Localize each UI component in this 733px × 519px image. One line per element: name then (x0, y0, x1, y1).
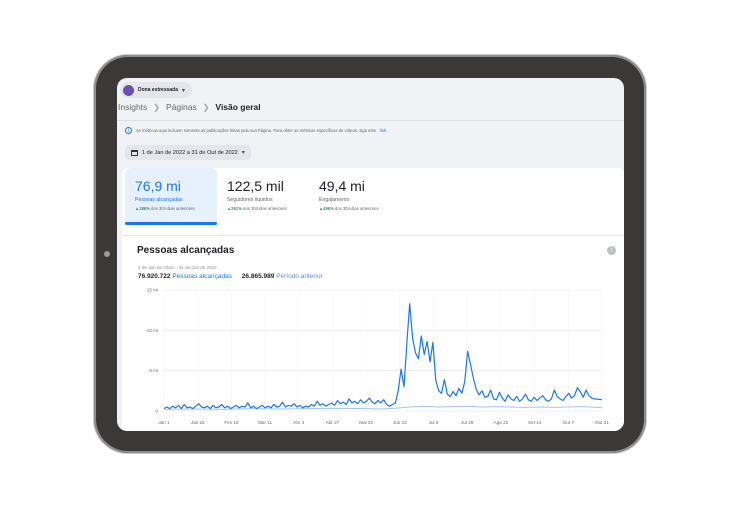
x-tick-label: Jun 13 (393, 420, 407, 425)
x-tick-label: Abr 4 (293, 420, 304, 425)
x-tick-label: Fev 16 (224, 420, 238, 425)
metric-change: ▲496% dos 304 dias anteriores (319, 206, 379, 211)
date-range-label: 1 de Jan de 2022 a 31 de Out de 2022 (142, 149, 238, 156)
avatar (123, 84, 134, 96)
x-tick-label: Out 31 (595, 420, 609, 425)
y-tick-label: 10 mi (147, 328, 158, 333)
metric-tabs: 76,9 mi Pessoas alcançadas ▲186% dos 304… (122, 168, 624, 226)
screen: Dona estressada ▾ Insights ❯ Páginas ❯ V… (117, 78, 624, 431)
tabs-divider (122, 235, 624, 236)
metric-value: 122,5 mil (227, 178, 284, 194)
notice: i As métricas aqui incluem somente as pu… (125, 127, 387, 134)
overview-card: 76,9 mi Pessoas alcançadas ▲186% dos 304… (122, 168, 624, 431)
info-icon[interactable]: i (607, 246, 616, 255)
x-tick-label: Mar 11 (258, 420, 272, 425)
metric-label: Pessoas alcançadas (135, 197, 183, 203)
header-divider (117, 120, 624, 121)
y-tick-label: 5 mi (149, 368, 158, 373)
section-date-range: 1 de Jan de 2022 – 31 de Out de 2022 (138, 265, 217, 270)
total-current: 76.920.722 (138, 273, 171, 280)
x-tick-label: Ago 22 (494, 420, 509, 425)
breadcrumb-visao-geral: Visão geral (215, 102, 261, 112)
x-tick-label: Set 14 (528, 420, 542, 425)
metric-label: Seguidores líquidos (227, 197, 273, 203)
active-tab-indicator (125, 222, 217, 225)
series-line-previous (163, 405, 603, 410)
series-line-current (163, 303, 603, 410)
x-tick-label: Abr 27 (326, 420, 340, 425)
account-switcher[interactable]: Dona estressada ▾ (120, 82, 193, 98)
chevron-down-icon: ▾ (241, 150, 245, 156)
legend-current[interactable]: Pessoas alcançadas (172, 273, 232, 280)
metric-change: ▲261% dos 304 dias anteriores (227, 206, 287, 211)
breadcrumb-insights[interactable]: Insights (118, 102, 148, 112)
total-previous: 26.865.989 (241, 273, 275, 280)
notice-text: As métricas aqui incluem somente as publ… (136, 128, 376, 133)
metric-change: ▲186% dos 304 dias anteriores (135, 206, 195, 211)
tab-engajamento[interactable]: 49,4 mi Engajamento ▲496% dos 304 dias a… (309, 168, 399, 223)
x-tick-label: Out 7 (563, 420, 575, 425)
notice-link[interactable]: link. (379, 128, 388, 133)
metric-label: Engajamento (319, 197, 350, 203)
tab-seguidores-liquidos[interactable]: 122,5 mil Seguidores líquidos ▲261% dos … (217, 168, 307, 223)
chevron-down-icon: ▾ (182, 87, 186, 94)
tab-pessoas-alcancadas[interactable]: 76,9 mi Pessoas alcançadas ▲186% dos 304… (125, 168, 217, 223)
reach-line-chart: 15 mi 10 mi 5 mi 0 Jan 1 Jan 24 Fev 16 Mar 11 Ab… (147, 288, 610, 426)
date-range-button[interactable]: 1 de Jan de 2022 a 31 de Out de 2022 ▾ (125, 145, 251, 160)
x-tick-label: Jul 6 (429, 420, 439, 425)
chevron-right-icon: ❯ (202, 102, 210, 112)
x-tick-label: Jul 29 (461, 420, 474, 425)
chevron-right-icon: ❯ (153, 102, 160, 112)
section-title: Pessoas alcançadas (137, 245, 235, 256)
y-tick-label: 15 mi (147, 288, 158, 293)
x-tick-label: Mai 20 (359, 420, 373, 425)
y-tick-label: 0 (155, 409, 158, 414)
x-tick-label: Jan 1 (158, 420, 170, 425)
calendar-icon (131, 149, 138, 156)
info-icon: i (125, 127, 132, 134)
x-tick-label: Jan 24 (191, 420, 205, 425)
legend-previous[interactable]: Período anterior (276, 273, 323, 280)
metric-value: 76,9 mi (135, 178, 181, 194)
tablet-camera (104, 251, 110, 257)
breadcrumb-paginas[interactable]: Páginas (166, 102, 197, 112)
account-name: Dona estressada (138, 87, 179, 93)
metric-value: 49,4 mi (319, 178, 365, 194)
section-totals: 76.920.722 Pessoas alcançadas 26.865.989… (138, 273, 323, 280)
breadcrumb: Insights ❯ Páginas ❯ Visão geral (118, 102, 261, 112)
